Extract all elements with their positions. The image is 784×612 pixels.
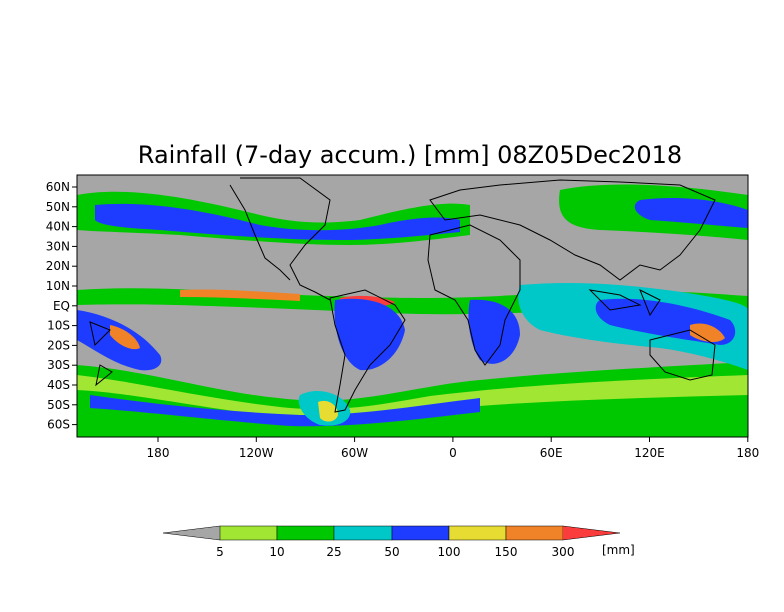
lon-label: 180 <box>736 446 759 460</box>
australia-coast <box>649 329 716 381</box>
colorbar-segment <box>448 525 507 541</box>
north-america-west-coast <box>229 184 291 281</box>
amazon-rain <box>334 298 405 371</box>
colorbar-threshold: 150 <box>495 545 518 559</box>
map-title: Rainfall (7-day accum.) [mm] 08Z05Dec201… <box>138 141 682 169</box>
north-america-coast <box>240 177 331 301</box>
lat-label: 10N <box>46 279 70 293</box>
colorbar: 5 10 25 50 100 150 300 [mm] <box>162 525 635 559</box>
lat-label: 40N <box>46 220 70 234</box>
itcz-heavy-east-pacific <box>180 289 300 301</box>
colorbar-segment <box>391 525 450 541</box>
colorbar-segment <box>333 525 393 541</box>
lat-label: 40S <box>47 378 70 392</box>
southern-heavy-band <box>90 395 480 427</box>
coastlines <box>89 177 716 413</box>
lat-label: 20N <box>46 259 70 273</box>
north-heavy-band <box>95 203 460 240</box>
eurasia-coast <box>429 179 716 281</box>
spcz-heavy-rain <box>690 323 725 342</box>
colorbar-low-arrow <box>163 526 220 540</box>
lat-label: 50S <box>47 398 70 412</box>
new-zealand-coast <box>89 321 113 387</box>
africa-coast <box>427 224 521 366</box>
lon-ticks <box>157 437 749 442</box>
lat-label: EQ <box>53 299 70 313</box>
lon-label: 60W <box>341 446 368 460</box>
lon-label: 120W <box>239 446 274 460</box>
lat-label: 60S <box>47 418 70 432</box>
colorbar-high-arrow <box>563 526 620 540</box>
colorbar-threshold: 5 <box>216 545 224 559</box>
lon-label: 180 <box>147 446 170 460</box>
lat-label: 30S <box>47 358 70 372</box>
lon-label: 0 <box>449 446 457 460</box>
colorbar-threshold: 25 <box>326 545 341 559</box>
south-america-coast <box>329 289 406 413</box>
colorbar-threshold: 10 <box>269 545 284 559</box>
colorbar-threshold: 50 <box>384 545 399 559</box>
lon-label: 60E <box>540 446 563 460</box>
colorbar-threshold: 300 <box>552 545 575 559</box>
lat-label: 10S <box>47 319 70 333</box>
lat-label: 60N <box>46 180 70 194</box>
lat-tick-labels: 60N 50N 40N 30N 20N 10N EQ 10S 20S 30S 4… <box>46 180 70 432</box>
colorbar-unit: [mm] <box>602 543 635 557</box>
colorbar-segment <box>219 525 278 541</box>
indonesia-coast <box>588 288 661 317</box>
colorbar-segment <box>276 525 335 541</box>
lat-label: 20S <box>47 338 70 352</box>
map-panel <box>76 174 749 438</box>
west-pacific-heavy-band <box>634 198 748 228</box>
lon-tick-labels: 180 120W 60W 0 60E 120E 180 <box>147 446 760 460</box>
lon-label: 120E <box>634 446 665 460</box>
spcz-heavy-core <box>110 325 140 350</box>
southern-rain-belt-light <box>77 375 748 418</box>
colorbar-threshold: 100 <box>438 545 461 559</box>
drake-heavy-rain <box>318 400 338 422</box>
colorbar-segment <box>505 525 564 541</box>
lat-ticks <box>72 186 77 426</box>
lat-label: 50N <box>46 200 70 214</box>
lat-label: 30N <box>46 239 70 253</box>
